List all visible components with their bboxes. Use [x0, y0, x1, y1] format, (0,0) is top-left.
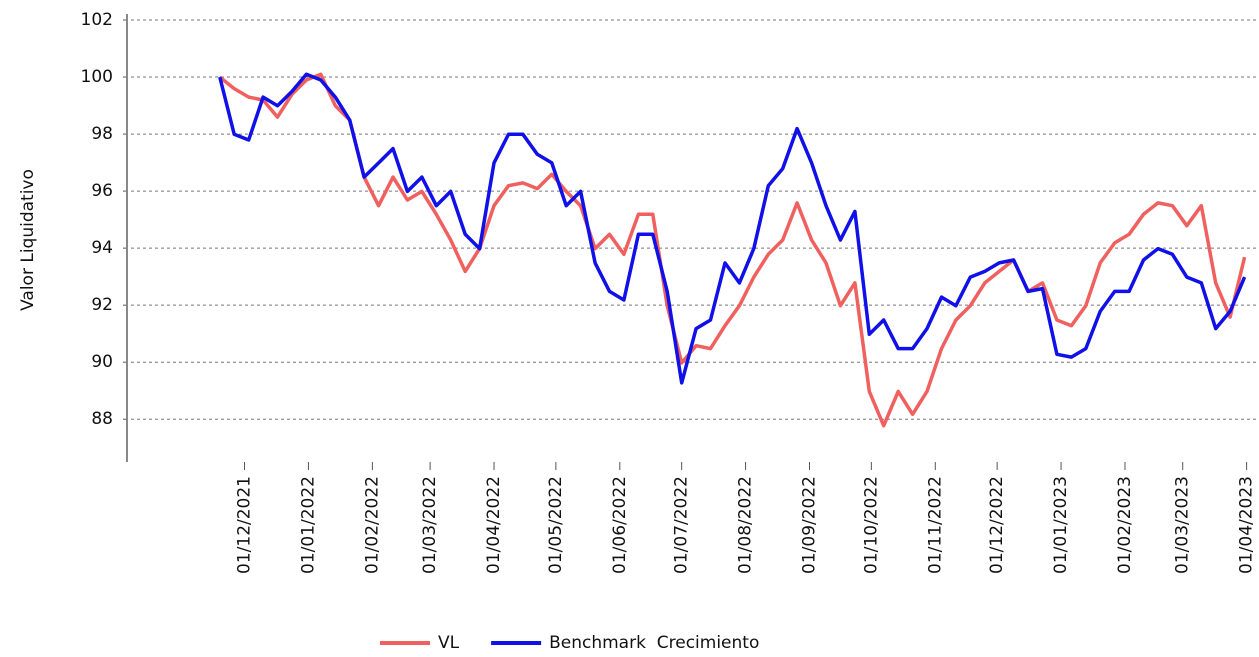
- x-tick-label: 01/07/2022: [672, 476, 692, 574]
- y-axis-title: Valor Liquidativo: [18, 169, 38, 311]
- series-line: [218, 72, 1247, 428]
- x-tick-label: 01/01/2022: [298, 476, 318, 574]
- x-tick-label: 01/10/2022: [861, 476, 881, 574]
- y-tick-label: 96: [91, 181, 113, 201]
- x-tick-label: 01/11/2022: [925, 476, 945, 574]
- x-tick-label: 01/08/2022: [736, 476, 756, 574]
- x-tick-label: 01/05/2022: [546, 476, 566, 574]
- x-tick-label: 01/12/2021: [235, 476, 255, 574]
- legend-label: VL: [438, 633, 460, 653]
- x-tick-label: 01/04/2022: [484, 476, 504, 574]
- y-tick-label: 98: [91, 124, 113, 144]
- x-tick-label: 01/12/2022: [987, 476, 1007, 574]
- x-tick-label: 01/03/2022: [420, 476, 440, 574]
- series-line: [218, 72, 1247, 385]
- y-tick-label: 94: [91, 238, 113, 258]
- x-tick-label: 01/02/2023: [1115, 476, 1135, 574]
- legend-label: Benchmark Crecimiento: [549, 633, 759, 653]
- x-tick-label: 01/04/2023: [1237, 476, 1257, 574]
- y-tick-label: 92: [91, 295, 113, 315]
- y-tick-label: 100: [81, 67, 113, 87]
- x-tick-label: 01/02/2022: [362, 476, 382, 574]
- y-tick-label: 88: [91, 409, 113, 429]
- x-tick-label: 01/06/2022: [610, 476, 630, 574]
- y-tick-label: 102: [81, 10, 113, 30]
- y-tick-label: 90: [91, 352, 113, 372]
- x-tick-label: 01/09/2022: [799, 476, 819, 574]
- x-tick-label: 01/01/2023: [1051, 476, 1071, 574]
- x-tick-label: 01/03/2023: [1173, 476, 1193, 574]
